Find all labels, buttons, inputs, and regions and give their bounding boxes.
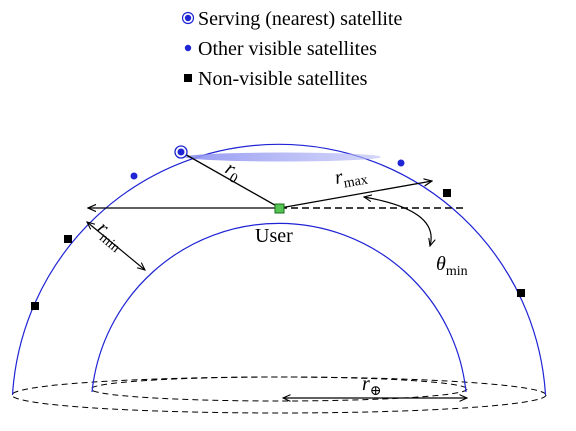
math-label: rmax [333, 162, 369, 193]
math-label: rmin [90, 217, 129, 256]
legend-serving-dot [184, 14, 192, 22]
nonvisible-satellite [443, 189, 451, 197]
math-sub: min [446, 264, 468, 279]
visible-satellite [130, 172, 138, 180]
math-label: θmin [436, 253, 468, 279]
math-sub: ⊕ [370, 384, 382, 399]
label-rmax: rmax [333, 162, 369, 193]
legend-label: Serving (nearest) satellite [198, 8, 402, 30]
math-label: r0 [220, 157, 246, 187]
serving-satellite-dot [177, 148, 185, 156]
math-main: r [333, 166, 345, 189]
legend-visible-icon [184, 44, 192, 52]
user-marker [274, 203, 285, 214]
theta-arc [364, 197, 431, 246]
satellite-dome [11, 143, 547, 396]
math-main: r [362, 373, 370, 395]
earth-dome [91, 222, 467, 393]
math-main: θ [436, 253, 446, 275]
inner-base [90, 376, 468, 402]
label-r0: r0 [220, 157, 246, 187]
outer-base [11, 376, 547, 414]
legend-label: Non-visible satellites [198, 68, 368, 90]
coverage-shade [185, 152, 381, 162]
rmin-arrow [87, 222, 145, 270]
legend-serving-icon [181, 11, 195, 25]
rmax-arrow [279, 181, 432, 209]
legend: Serving (nearest) satellite Other visibl… [181, 8, 402, 90]
nonvisible-satellite [64, 235, 72, 243]
math-label: r⊕ [362, 373, 382, 399]
r0-line [182, 152, 281, 209]
label-theta: θmin [436, 253, 468, 279]
visible-satellite [397, 159, 405, 167]
math-sub: max [343, 173, 369, 192]
legend-label: Other visible satellites [198, 38, 377, 60]
nonvisible-satellite [517, 289, 525, 297]
nonvisible-satellite [31, 302, 39, 310]
legend-nonvisible-icon [184, 74, 192, 82]
label-rmin: rmin [90, 217, 129, 256]
label-rearth: r⊕ [362, 373, 382, 399]
user-label: User [255, 225, 293, 247]
